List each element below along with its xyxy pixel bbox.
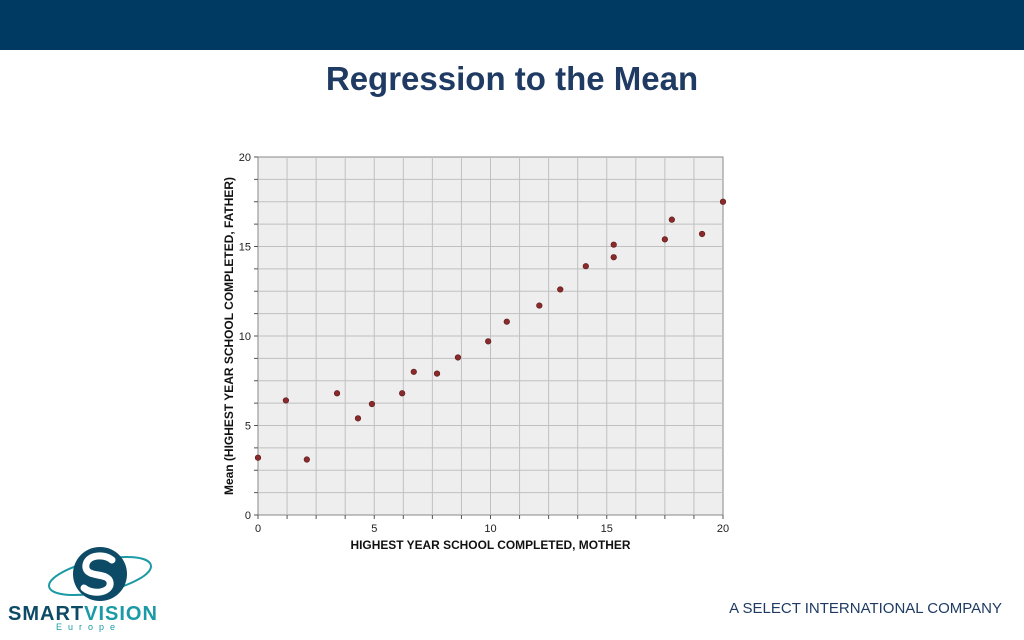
- x-tick-label: 10: [484, 523, 496, 535]
- logo-s-mark: [80, 552, 116, 596]
- logo-word-vision: VISION: [84, 603, 158, 625]
- grid: [258, 157, 723, 515]
- logo-word-smart: SMART: [8, 603, 85, 625]
- data-point: [610, 254, 617, 261]
- data-point: [536, 302, 543, 309]
- data-point: [610, 241, 617, 248]
- data-point: [485, 338, 492, 345]
- y-tick-label: 10: [239, 331, 251, 343]
- x-tick-label: 20: [717, 523, 729, 535]
- data-point: [354, 415, 362, 422]
- data-point: [333, 390, 341, 397]
- data-point: [719, 198, 727, 205]
- data-point: [454, 354, 462, 361]
- x-tick-label: 0: [255, 523, 261, 535]
- data-point: [698, 230, 706, 238]
- data-point: [282, 397, 290, 404]
- y-tick-label: 0: [245, 510, 251, 522]
- data-point: [368, 400, 376, 408]
- footer-company-text: A SELECT INTERNATIONAL COMPANY: [729, 600, 1002, 617]
- header-band: [0, 0, 1024, 50]
- y-tick-label: 20: [239, 152, 251, 164]
- x-axis-label: HIGHEST YEAR SCHOOL COMPLETED, MOTHER: [351, 538, 631, 552]
- data-point: [503, 318, 510, 325]
- data-point: [254, 454, 262, 461]
- data-point: [399, 390, 406, 397]
- axis-ticks: 0 5 10 15 20 0 5 10 15 20: [239, 152, 729, 535]
- y-tick-label: 15: [239, 242, 251, 254]
- data-point: [303, 456, 310, 463]
- data-point: [668, 216, 675, 223]
- logo-wordmark: SMARTVISION: [8, 603, 158, 626]
- data-point: [433, 370, 441, 377]
- x-tick-label: 15: [601, 523, 613, 535]
- y-tick-label: 5: [245, 421, 251, 433]
- smartvision-logo: [48, 547, 152, 601]
- y-axis-label: Mean (HIGHEST YEAR SCHOOL COMPLETED, FAT…: [222, 177, 236, 495]
- slide-title: Regression to the Mean: [325, 60, 699, 97]
- logo-subtext: Europe: [56, 622, 122, 632]
- data-point: [557, 286, 564, 293]
- data-point: [410, 368, 417, 375]
- data-points: [254, 198, 727, 463]
- x-tick-label: 5: [371, 523, 377, 535]
- data-point: [661, 236, 668, 243]
- data-point: [582, 263, 589, 270]
